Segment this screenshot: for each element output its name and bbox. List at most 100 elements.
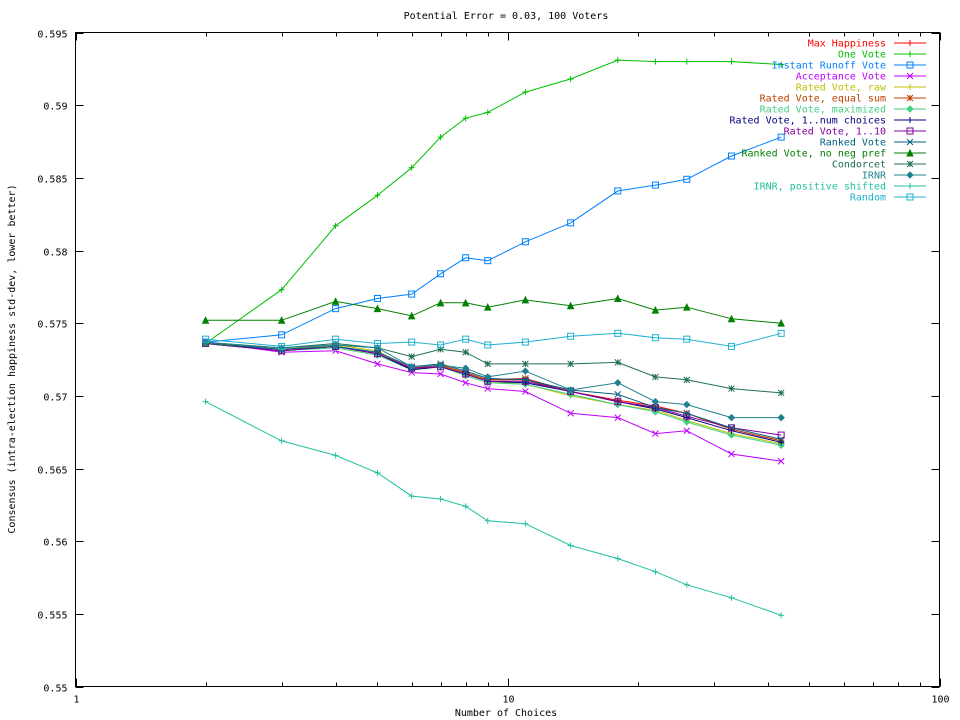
data-point [278,331,286,339]
series-line [205,332,782,347]
data-point [484,517,491,524]
data-point [374,469,381,476]
data-point [727,413,736,422]
legend-marker [906,148,914,157]
legend-marker [906,72,914,80]
data-point [777,133,785,141]
series-13 [202,398,785,619]
series-14 [202,329,785,350]
data-point [652,430,659,437]
legend-label: Condorcet [832,160,886,171]
data-point [407,363,416,371]
data-point [331,297,340,305]
legend-marker [906,127,914,135]
legend-label: Ranked Vote, no neg pref [742,149,887,160]
data-point [484,385,492,392]
data-point [614,359,622,366]
data-point [522,360,529,368]
data-point [462,348,469,356]
data-point [521,295,530,304]
y-tick-label: 0.56 [43,538,67,549]
data-point [484,341,492,349]
data-point [614,398,622,406]
data-point [614,57,621,64]
data-point [436,361,445,370]
data-point [651,397,660,406]
x-axis-label: Number of Choices [455,708,557,719]
data-point [777,436,785,443]
data-point [777,389,785,397]
data-point [437,345,444,353]
data-point [521,238,529,246]
data-point [373,340,381,348]
data-point [522,376,529,384]
legend-label: Rated Vote, maximized [760,105,886,116]
data-point [437,370,444,378]
y-tick-label: 0.555 [37,611,67,622]
legend-label: Ranked Vote [820,138,886,149]
data-point [614,414,622,421]
data-point [567,409,574,417]
legend-marker [906,105,914,113]
data-point [777,431,785,439]
x-tick-label: 100 [931,695,949,706]
series-10 [201,294,785,327]
data-point [407,311,416,320]
data-point [332,222,339,229]
data-point [727,152,735,160]
data-point [332,452,339,459]
data-point [462,379,469,387]
data-point [408,353,416,360]
data-point [567,76,574,83]
legend-label: One Vote [838,50,886,61]
data-point [521,377,529,385]
series-2 [202,133,785,346]
data-point [652,58,659,65]
y-tick-label: 0.55 [43,684,67,695]
data-point [332,305,340,313]
data-point [278,286,285,293]
data-point [682,303,691,311]
data-point [651,305,660,314]
y-tick-label: 0.58 [43,248,67,259]
data-point [484,257,492,265]
y-tick-label: 0.59 [43,102,67,113]
axes: 0.55 0.555 0.56 0.565 0.57 0.575 0.58 0.585 0.59… [37,30,949,706]
plot-frame [75,32,940,687]
data-point [483,303,492,311]
legend-marker [906,171,914,179]
legend-marker [906,193,914,201]
data-point [331,341,340,349]
data-point [437,496,444,503]
data-point [408,164,415,171]
data-point [777,457,785,465]
data-point [408,338,416,346]
series-line [205,136,782,343]
legend-marker [906,61,914,69]
data-point [651,334,659,342]
data-point [277,316,286,324]
data-point [683,58,690,65]
data-point [408,290,416,298]
x-tick-label: 1 [73,695,79,706]
legend-label: Rated Vote, raw [796,83,887,94]
data-point [567,332,575,340]
data-point [727,424,735,432]
data-point [373,304,382,313]
legend-label: Max Happiness [808,39,886,50]
data-point [373,294,381,302]
data-point [683,335,691,343]
legend-marker [907,84,913,90]
legend-label: Rated Vote, equal sum [760,94,886,105]
y-tick-label: 0.595 [37,30,67,41]
x-tick-label: 10 [502,695,514,706]
data-point [461,298,470,307]
y-tick-label: 0.57 [43,393,67,404]
data-point [728,424,735,432]
legend-label: IRNR, positive shifted [754,182,886,193]
legend-label: Rated Vote, 1..10 [784,127,886,138]
legend-marker [906,138,914,146]
data-point [462,254,470,262]
data-point [408,493,415,500]
